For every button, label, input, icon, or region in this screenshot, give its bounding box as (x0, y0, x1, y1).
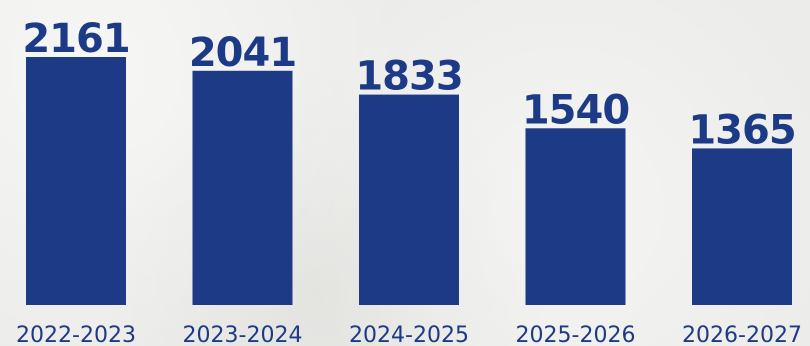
tick-label-2025-2026: 2025-2026 (516, 323, 636, 346)
value-label-2025-2026: 1540 (522, 87, 629, 133)
value-label-2023-2024: 2041 (189, 30, 296, 76)
value-label-2026-2027: 1365 (688, 107, 795, 153)
value-label-2022-2023: 2161 (22, 16, 129, 62)
bar-2023-2024 (192, 70, 293, 305)
tick-label-2022-2023: 2022-2023 (16, 323, 136, 346)
value-labels-group: 2161 2041 1833 1540 1365 (22, 16, 796, 153)
bar-2024-2025 (359, 94, 459, 305)
tick-label-2023-2024: 2023-2024 (183, 323, 303, 346)
tick-label-2026-2027: 2026-2027 (682, 323, 802, 346)
tick-label-2024-2025: 2024-2025 (349, 323, 469, 346)
bar-2025-2026 (525, 128, 626, 305)
bar-2022-2023 (26, 57, 126, 305)
bar-2026-2027 (692, 148, 792, 305)
value-label-2024-2025: 1833 (355, 54, 462, 100)
x-axis-tick-labels: 2022-2023 2023-2024 2024-2025 2025-2026 2026… (16, 323, 802, 346)
bars-group (26, 57, 792, 305)
